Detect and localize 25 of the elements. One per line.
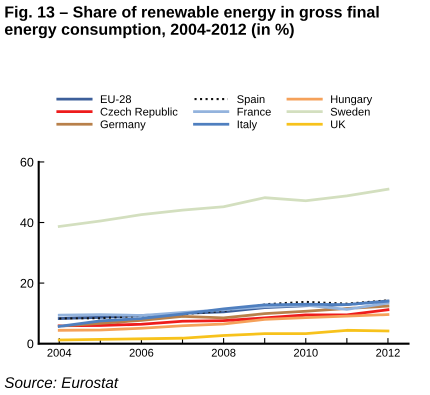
source-note: Source: Eurostat (4, 377, 119, 388)
legend-label: Sweden (330, 108, 370, 116)
y-tick-label: 0 (27, 339, 34, 348)
x-tick-label: 2004 (47, 348, 72, 357)
line-series (58, 188, 390, 228)
legend-label: Spain (237, 94, 264, 106)
y-tick-label: 40 (20, 218, 34, 228)
line-series (58, 328, 390, 342)
legend-label: Czech Republic (100, 108, 178, 118)
legend-label: Hungary (331, 95, 372, 106)
line-series (58, 313, 390, 332)
line-series (58, 300, 390, 328)
y-tick-label: 60 (20, 158, 34, 167)
y-tick-label: 20 (20, 278, 34, 288)
chart-title: Fig. 13 – Share of renewable energy in gross final energy consumption, 2004-2012 (in %) (4, 6, 379, 38)
legend-label: Germany (100, 120, 146, 130)
x-tick-label: 2006 (130, 348, 154, 357)
legend-label: France (238, 108, 271, 116)
x-tick-label: 2012 (376, 348, 400, 357)
x-tick-label: 2010 (294, 348, 318, 357)
legend-label: Italy (238, 120, 258, 130)
legend-label: EU-28 (100, 95, 132, 104)
line-series (58, 308, 390, 328)
legend-label: UK (331, 120, 346, 128)
x-tick-label: 2008 (212, 348, 236, 357)
